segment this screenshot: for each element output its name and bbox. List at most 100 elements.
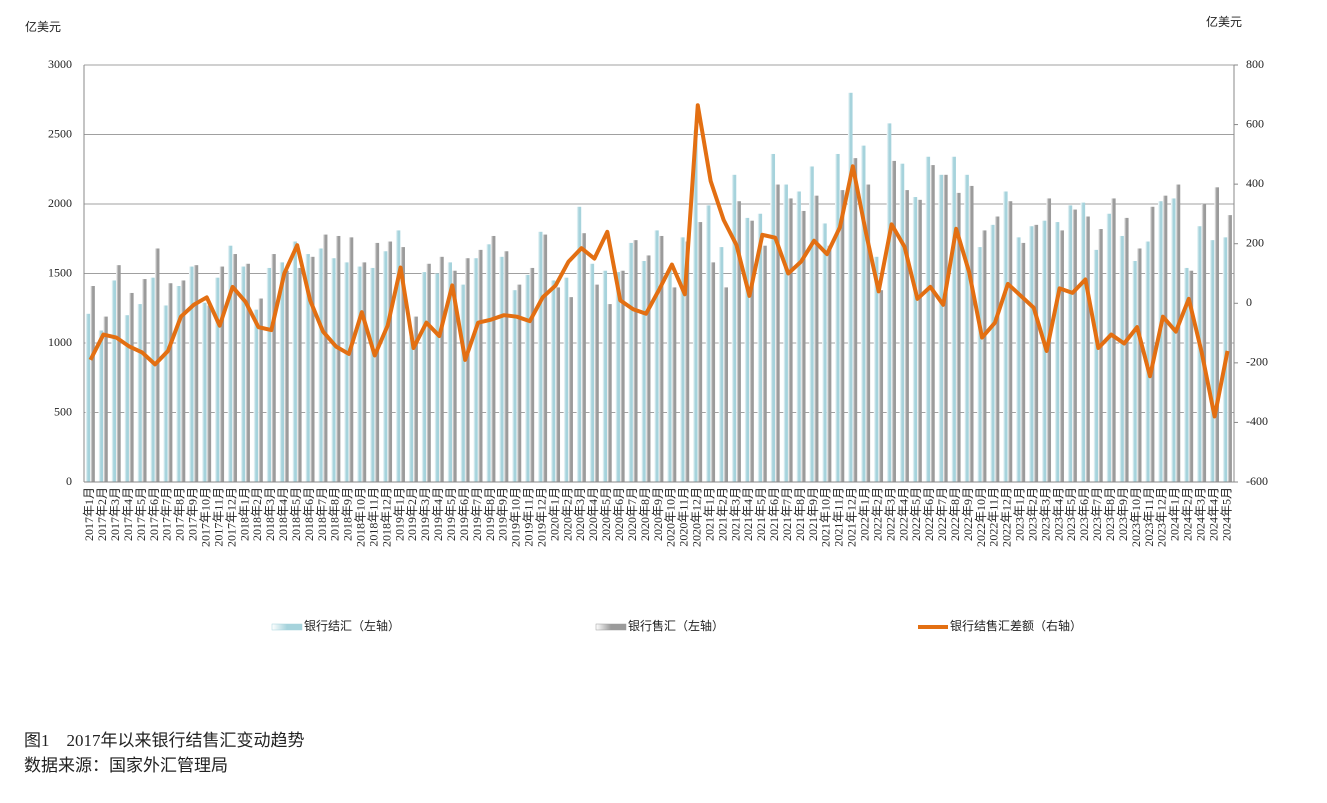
x-tick-label: 2017年2月: [95, 487, 109, 541]
bar: [537, 231, 543, 482]
bar: [886, 123, 892, 482]
bar: [1059, 230, 1064, 482]
legend-label: 银行结售汇差额（右轴）: [950, 618, 1082, 633]
x-tick-label: 2022年9月: [961, 487, 975, 541]
x-tick-label: 2022年6月: [922, 487, 936, 541]
bar: [1123, 217, 1129, 482]
bar: [400, 247, 405, 482]
x-tick-label: 2022年5月: [909, 487, 923, 541]
bar: [369, 267, 375, 482]
bar: [749, 220, 754, 482]
x-tick-label: 2020年2月: [560, 487, 574, 541]
bar: [594, 284, 599, 482]
bar: [296, 267, 302, 482]
x-tick-label: 2018年12月: [379, 487, 393, 547]
x-tick-label: 2024年3月: [1193, 487, 1207, 541]
x-tick-label: 2019年4月: [431, 487, 445, 541]
bar: [1072, 209, 1077, 482]
x-tick-label: 2022年2月: [870, 487, 884, 541]
bar: [775, 184, 780, 483]
x-tick-label: 2023年8月: [1103, 487, 1117, 541]
bar: [1041, 220, 1047, 482]
bar: [529, 267, 535, 482]
bar: [232, 254, 237, 482]
bar: [826, 245, 832, 482]
bar: [1209, 240, 1215, 482]
x-tick-label: 2020年10月: [664, 487, 678, 547]
bar: [1093, 249, 1099, 482]
x-tick-label: 2020年8月: [638, 487, 652, 541]
x-tick-label: 2018年10月: [354, 487, 368, 547]
bar: [464, 258, 470, 482]
bar: [1098, 229, 1103, 482]
x-tick-label: 2022年1月: [857, 487, 871, 541]
x-tick-label: 2020年4月: [586, 487, 600, 541]
source-note: 数据来源：国家外汇管理局: [24, 756, 228, 775]
x-tick-label: 2019年2月: [405, 487, 419, 541]
bar: [137, 304, 142, 482]
bar: [723, 287, 728, 482]
x-tick-label: 2017年10月: [199, 487, 213, 547]
bar: [542, 234, 548, 482]
bar: [925, 156, 931, 483]
y2-tick-label: 0: [1246, 295, 1252, 309]
bar: [460, 284, 465, 482]
bar: [1196, 226, 1202, 482]
x-tick-label: 2023年12月: [1155, 487, 1169, 547]
bar: [1007, 201, 1013, 482]
x-tick-label: 2024年2月: [1181, 487, 1195, 541]
x-tick-label: 2020年12月: [690, 487, 704, 547]
y-tick-label: 0: [66, 474, 72, 488]
bar: [951, 156, 956, 483]
x-tick-label: 2021年4月: [741, 487, 755, 541]
x-tick-label: 2017年7月: [160, 487, 174, 541]
bar: [847, 92, 853, 483]
bar: [473, 258, 478, 482]
bar: [878, 290, 884, 482]
bar: [1132, 260, 1137, 482]
x-tick-label: 2020年7月: [625, 487, 639, 541]
bar: [1110, 198, 1116, 482]
bar: [447, 262, 452, 482]
x-tick-label: 2021年2月: [715, 487, 729, 541]
bar: [917, 199, 922, 482]
bar: [361, 262, 367, 482]
bar: [511, 290, 517, 482]
y2-tick-label: -200: [1246, 355, 1268, 369]
bar: [486, 244, 491, 482]
bar: [279, 262, 285, 482]
x-tick-label: 2019年3月: [418, 487, 432, 541]
bar: [284, 270, 289, 482]
x-tick-label: 2019年6月: [457, 487, 471, 541]
x-tick-label: 2020年11月: [677, 487, 691, 547]
bar: [335, 235, 341, 482]
bar: [193, 265, 199, 482]
x-tick-label: 2024年4月: [1206, 487, 1220, 541]
x-tick-label: 2023年2月: [1025, 487, 1039, 541]
bar: [641, 260, 646, 482]
bar: [503, 251, 509, 482]
bar: [1158, 201, 1163, 482]
bar: [452, 270, 457, 482]
bar: [271, 254, 276, 482]
x-tick-label: 2018年7月: [315, 487, 329, 541]
bar: [710, 262, 716, 482]
x-tick-label: 2019年8月: [483, 487, 497, 541]
bar: [602, 270, 608, 482]
legend-swatch: [271, 623, 303, 631]
bar: [240, 266, 246, 482]
bar: [408, 337, 414, 482]
x-tick-label: 2017年5月: [134, 487, 148, 541]
bar: [787, 198, 793, 482]
bar: [938, 174, 944, 482]
x-tick-label: 2021年6月: [767, 487, 781, 541]
bar: [219, 266, 225, 482]
bar: [1028, 226, 1034, 482]
bar: [891, 160, 896, 482]
bar: [705, 205, 711, 482]
x-tick-label: 2023年3月: [1038, 487, 1052, 541]
x-tick-label: 2022年11月: [987, 487, 1001, 547]
bar: [589, 263, 595, 482]
bar: [576, 206, 582, 482]
